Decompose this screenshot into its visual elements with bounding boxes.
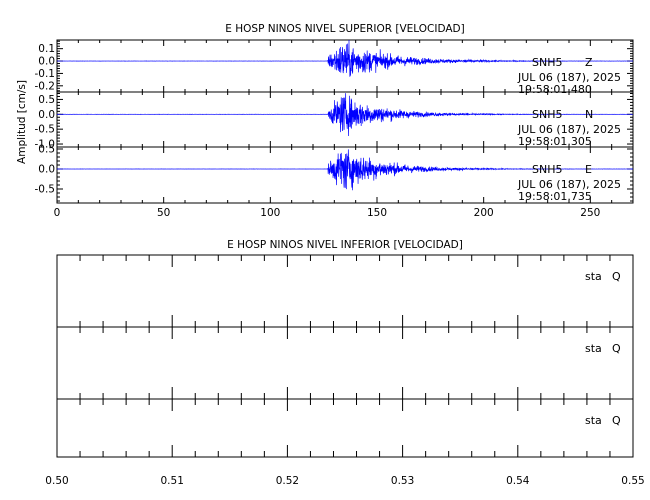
bottom-xtick-label: 0.52 (276, 475, 299, 487)
bottom-xtick-label: 0.51 (161, 475, 184, 487)
top-y-axis-label: Amplitud [cm/s] (16, 80, 28, 164)
top-panel-1-ytick-label: -0.2 (35, 80, 56, 92)
trace-component-label: E (585, 163, 592, 176)
trace-time-label: 19:58:01.305 (518, 135, 592, 148)
top-panel-1-ytick-label: -0.1 (35, 68, 56, 80)
sta-station-label: sta (585, 342, 602, 355)
top-panel-1-ytick-label: 0.0 (38, 56, 55, 68)
top-panel-2-ytick-label: -1.0 (35, 139, 56, 151)
top-xtick-label: 200 (474, 207, 494, 219)
bottom-panel-1-frame (56, 254, 634, 328)
top-panel-3-ytick-label: 0.5 (38, 144, 55, 156)
top-panel-3-ytick-label: -0.5 (35, 184, 56, 196)
trace-date-label: JUL 06 (187), 2025 (517, 178, 621, 191)
top-panel-2-ytick-label: -0.5 (35, 124, 56, 136)
trace-date-label: JUL 06 (187), 2025 (517, 71, 621, 84)
trace-date-label: JUL 06 (187), 2025 (517, 123, 621, 136)
trace-component-label: Z (585, 56, 593, 69)
sta-component-label: Q (612, 270, 621, 283)
bottom-xtick-label: 0.55 (621, 475, 644, 487)
bottom-panel-3-frame (56, 398, 634, 458)
top-chart-title: E HOSP NINOS NIVEL SUPERIOR [VELOCIDAD] (225, 23, 464, 35)
sta-component-label: Q (612, 342, 621, 355)
top-panel-2-ytick-label: 0.0 (38, 109, 55, 121)
top-trace-N-waveform (56, 93, 634, 137)
trace-component-label: N (585, 108, 593, 121)
bottom-xtick-label: 0.50 (45, 475, 68, 487)
top-panel-2-ytick-label: 0.5 (38, 94, 55, 106)
trace-station-label: SNH5 (532, 163, 562, 176)
bottom-xtick-label: 0.53 (391, 475, 414, 487)
top-xtick-label: 250 (580, 207, 600, 219)
trace-time-label: 19:58:01.480 (518, 83, 592, 96)
top-trace-E-waveform (56, 149, 634, 191)
sta-station-label: sta (585, 414, 602, 427)
bottom-chart-title: E HOSP NINOS NIVEL INFERIOR [VELOCIDAD] (227, 239, 463, 251)
sta-station-label: sta (585, 270, 602, 283)
top-xtick-label: 0 (54, 207, 61, 219)
top-trace-Z-waveform (56, 39, 634, 77)
trace-time-label: 19:58:01.735 (518, 190, 592, 203)
top-xtick-label: 50 (157, 207, 170, 219)
sta-component-label: Q (612, 414, 621, 427)
top-panel-1-ytick-label: 0.1 (38, 43, 55, 55)
trace-station-label: SNH5 (532, 108, 562, 121)
bottom-xtick-label: 0.54 (506, 475, 530, 487)
top-panel-3-ytick-label: 0.0 (38, 164, 55, 176)
bottom-panel-2-frame (56, 326, 634, 400)
trace-station-label: SNH5 (532, 56, 562, 69)
top-xtick-label: 100 (260, 207, 280, 219)
top-panel-3-frame (56, 146, 634, 204)
top-xtick-label: 150 (367, 207, 387, 219)
